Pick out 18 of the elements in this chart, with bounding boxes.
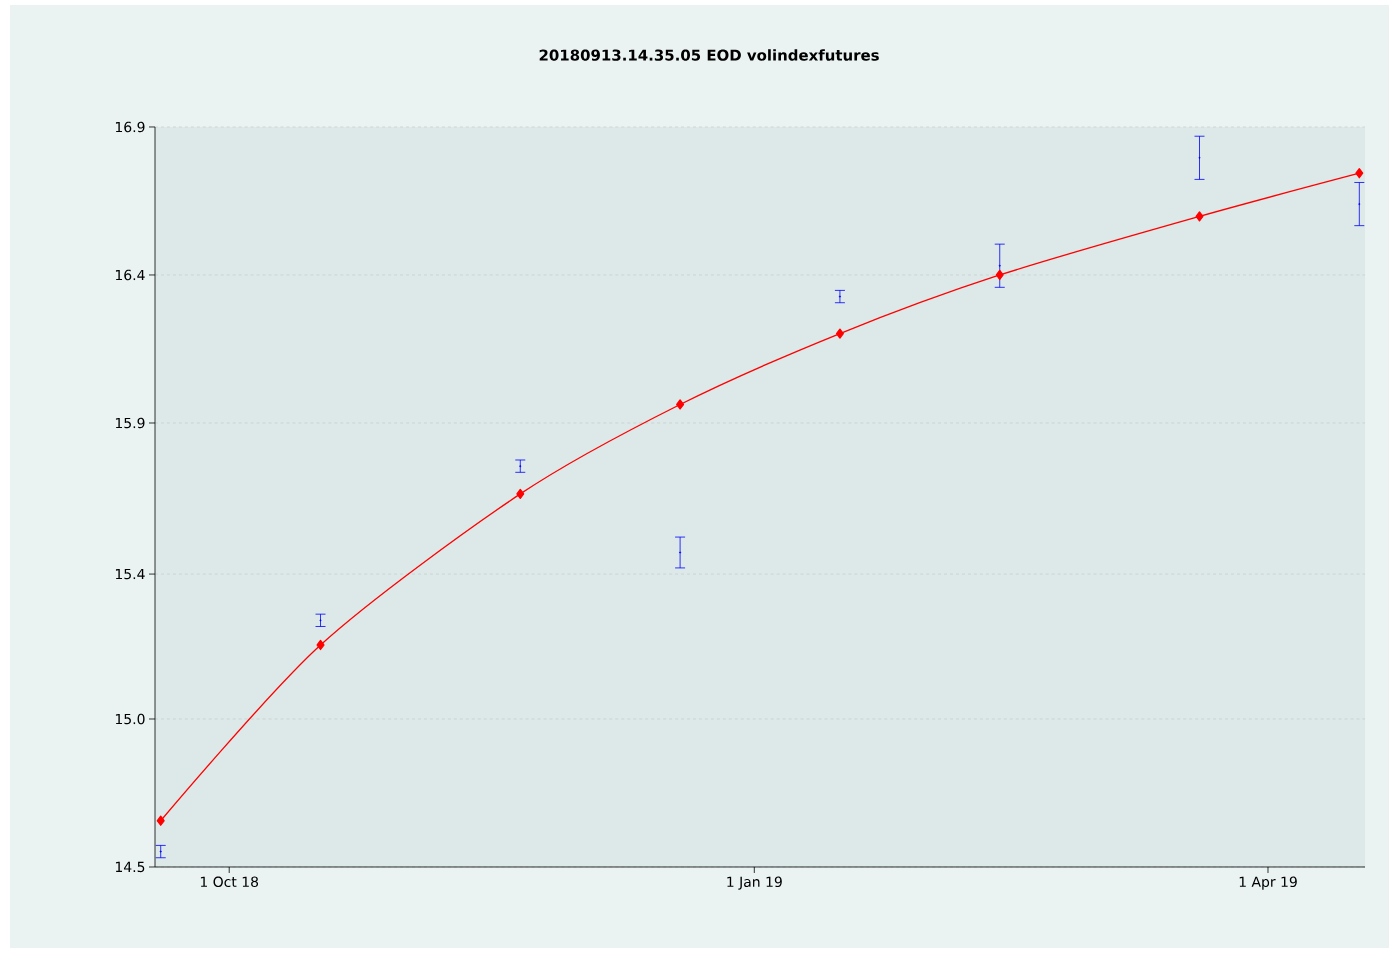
point bbox=[995, 269, 1004, 281]
point bbox=[156, 815, 165, 826]
point bbox=[676, 399, 685, 410]
x-tick-label: 1 Jan 19 bbox=[727, 876, 782, 890]
y-tick-label: 15.4 bbox=[115, 568, 145, 580]
y-tick-label: 14.5 bbox=[115, 861, 145, 873]
y-tick-label: 16.9 bbox=[115, 121, 145, 133]
point bbox=[1195, 211, 1204, 222]
y-tick-label: 15.9 bbox=[115, 417, 145, 429]
x-tick-label: 1 Oct 18 bbox=[200, 876, 259, 888]
point bbox=[516, 488, 525, 500]
y-tick-label: 15.0 bbox=[115, 713, 145, 725]
x-tick-label: 1 Apr 19 bbox=[1239, 876, 1297, 890]
point bbox=[835, 328, 844, 339]
point bbox=[1355, 168, 1364, 179]
point bbox=[316, 639, 325, 651]
y-tick-label: 16.4 bbox=[115, 269, 145, 281]
chart-title: 20180913.14.35.05 EOD volindexfutures bbox=[539, 49, 879, 61]
